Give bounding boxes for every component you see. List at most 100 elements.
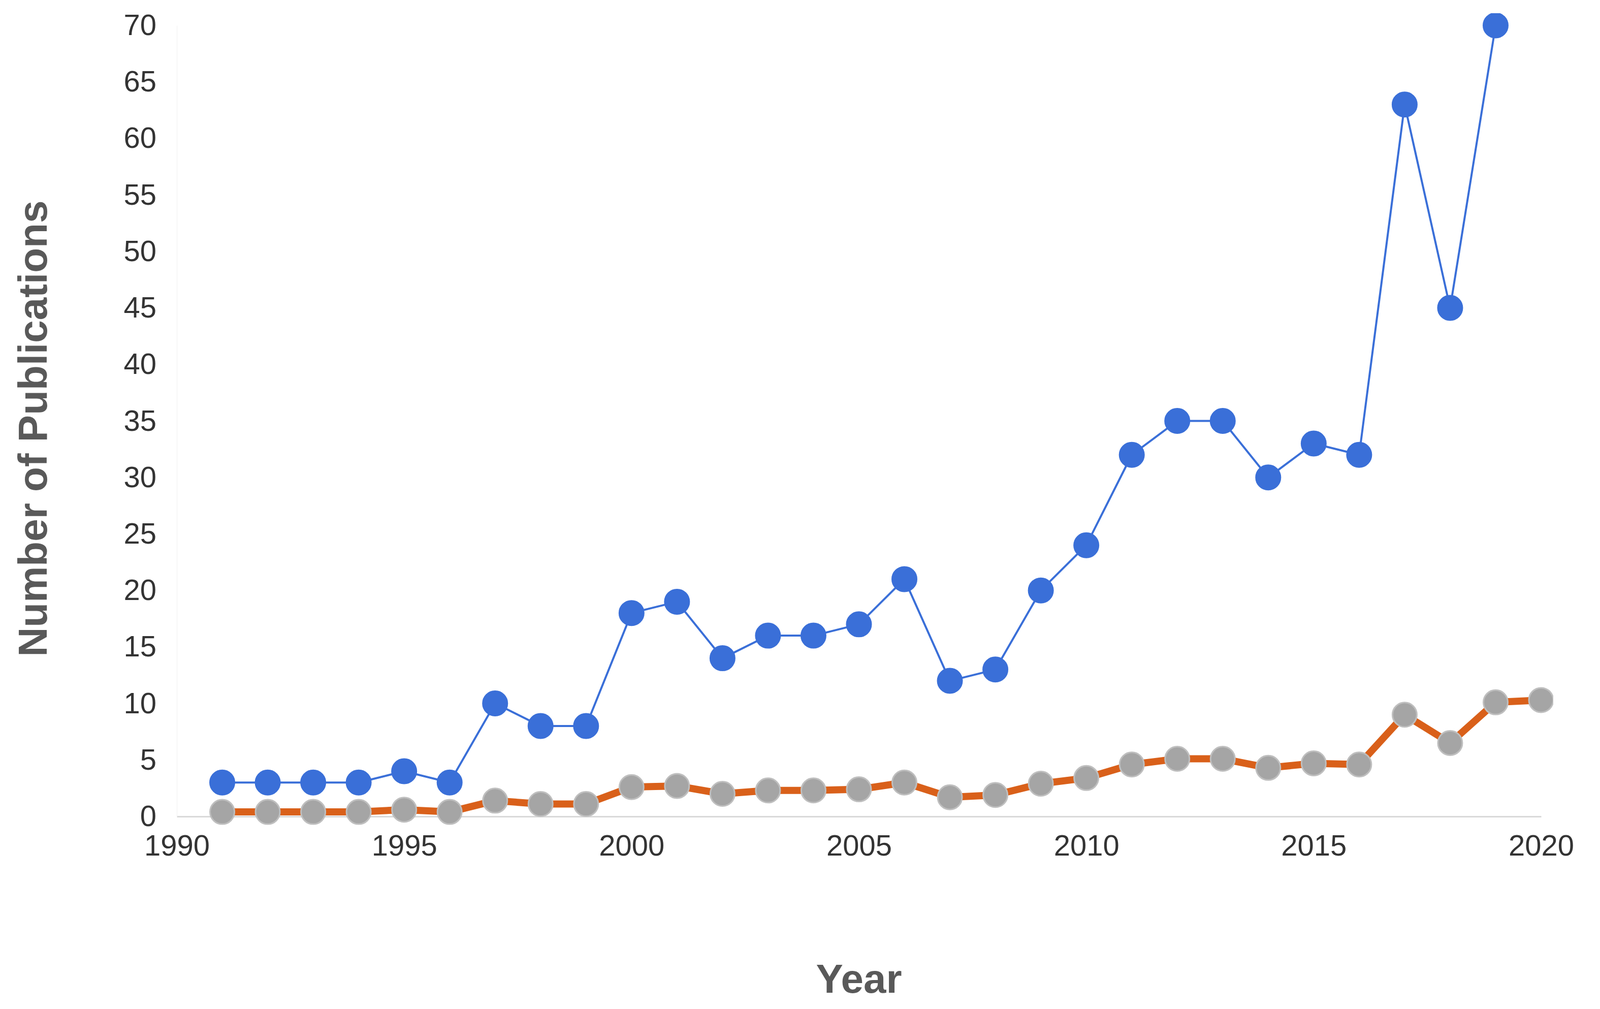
series-marker	[1256, 755, 1281, 780]
series-line	[222, 25, 1496, 783]
y-tick-label: 40	[123, 346, 157, 380]
x-tick: 2010	[1053, 816, 1120, 862]
series-marker	[437, 770, 462, 795]
y-tick: 55	[123, 177, 177, 211]
y-tick: 15	[123, 629, 177, 663]
series-marker	[710, 646, 735, 671]
y-tick-label: 10	[123, 686, 157, 720]
series-marker	[1028, 771, 1053, 796]
y-axis-title: Number of Publications	[10, 200, 56, 657]
series-marker	[619, 774, 644, 799]
series-marker	[664, 773, 690, 798]
series-marker	[1210, 408, 1235, 434]
y-tick-label: 25	[123, 516, 157, 550]
y-tick: 20	[123, 572, 177, 606]
series-marker	[528, 713, 553, 739]
series-marker	[1210, 746, 1235, 772]
series-marker	[437, 799, 462, 824]
series-marker	[301, 799, 326, 824]
series-marker	[483, 691, 508, 716]
series-marker	[573, 791, 599, 817]
series-marker	[528, 791, 553, 817]
series-marker	[664, 589, 690, 614]
chart: 1990 1995 2000 2005 2010 2015 2020 0 5 10 15 20 25 30…	[0, 0, 1600, 1009]
x-tick: 1995	[371, 816, 438, 862]
y-tick-label: 55	[123, 177, 157, 211]
series-marker	[1165, 746, 1190, 772]
series-marker	[392, 797, 417, 822]
series-marker	[983, 657, 1008, 682]
y-tick-label: 70	[123, 8, 157, 42]
x-tick: 2005	[826, 816, 892, 862]
y-tick: 60	[123, 120, 177, 154]
series-marker	[301, 770, 326, 795]
y-tick: 25	[123, 516, 177, 550]
series-marker	[801, 778, 826, 803]
series-group	[210, 13, 1554, 824]
series-marker	[846, 777, 872, 802]
series-marker	[1074, 532, 1099, 558]
series-marker	[619, 600, 644, 626]
series-marker	[1347, 752, 1372, 777]
y-tick-label: 60	[123, 120, 157, 154]
y-axis-line	[176, 25, 178, 817]
series-marker	[210, 799, 235, 824]
series-marker	[1119, 442, 1144, 467]
x-tick-label: 2015	[1281, 828, 1347, 862]
y-tick: 45	[123, 290, 177, 324]
x-tick: 2000	[598, 816, 665, 862]
series-marker	[255, 770, 280, 795]
series-marker	[1028, 578, 1053, 603]
y-tick-label: 65	[123, 64, 157, 98]
x-tick: 2020	[1508, 816, 1575, 862]
y-tick: 0	[140, 798, 177, 832]
series-marker	[1528, 687, 1554, 713]
series-marker	[346, 799, 371, 824]
y-tick: 40	[123, 346, 177, 380]
series-marker	[1437, 295, 1463, 320]
series-marker	[1437, 730, 1463, 755]
series-marker	[1301, 431, 1326, 456]
x-tick-label: 2005	[826, 828, 892, 862]
series-marker	[1119, 752, 1144, 777]
y-tick: 5	[140, 742, 177, 776]
y-tick-label: 20	[123, 572, 157, 606]
series-marker	[846, 612, 872, 637]
series-marker	[1392, 92, 1417, 117]
x-tick-label: 2010	[1053, 828, 1120, 862]
series-marker	[1483, 13, 1508, 38]
series-marker	[392, 758, 417, 784]
x-axis-title: Year	[815, 955, 902, 1002]
y-tick: 50	[123, 234, 177, 268]
y-tick-label: 30	[123, 460, 157, 494]
x-tick: 2015	[1281, 816, 1347, 862]
series-marker	[210, 770, 235, 795]
x-tick-label: 1995	[371, 828, 438, 862]
series-marker	[710, 781, 735, 807]
series-marker	[573, 713, 599, 739]
series-marker	[937, 784, 963, 810]
y-tick: 65	[123, 64, 177, 98]
series-marker	[1347, 442, 1372, 467]
y-tick-label: 35	[123, 403, 157, 437]
series-marker	[892, 770, 917, 795]
series-marker	[983, 782, 1008, 808]
y-tick: 35	[123, 403, 177, 437]
series-marker	[346, 770, 371, 795]
y-tick-label: 45	[123, 290, 157, 324]
y-tick-label: 5	[140, 742, 157, 776]
x-tick-label: 2020	[1508, 828, 1575, 862]
series-marker	[937, 668, 963, 693]
series-marker	[801, 623, 826, 648]
series-marker	[1165, 408, 1190, 434]
series-marker	[1256, 465, 1281, 490]
y-tick-label: 0	[140, 798, 157, 832]
series-line	[222, 699, 1542, 812]
x-axis-line	[177, 815, 1542, 818]
x-tick-label: 1990	[144, 828, 210, 862]
series-marker	[1392, 702, 1417, 727]
y-tick: 30	[123, 460, 177, 494]
series-marker	[755, 623, 781, 648]
plot-area: 1990 1995 2000 2005 2010 2015 2020 0 5 10 15 20 25 30…	[123, 8, 1575, 862]
y-tick-label: 50	[123, 234, 157, 268]
